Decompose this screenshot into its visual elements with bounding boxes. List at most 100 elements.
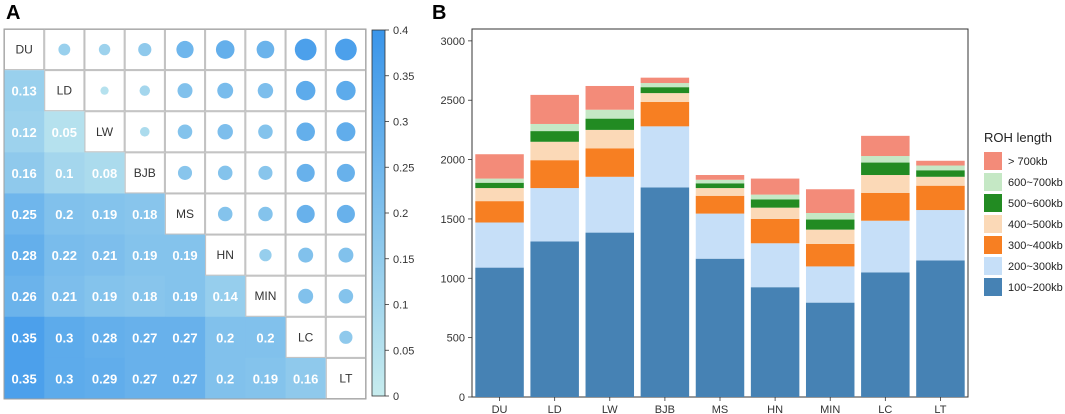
x-tick-label: LC [878,404,892,414]
y-tick-label: 2500 [441,95,465,107]
heatmap-diagonal-cell [245,275,286,317]
bar-segment [916,160,965,166]
bar-segment [475,222,524,268]
heatmap-gridline [164,70,206,112]
heatmap-gridline [285,234,326,276]
correlation-circle [256,40,275,59]
heatmap-cell-value: 0.29 [92,371,117,386]
colorbar-tick-label: 0.2 [393,208,408,220]
bar-segment [475,182,524,189]
legend-swatch [984,173,1002,191]
heatmap-cell-value: 0.27 [172,330,197,345]
bar-segment [750,207,800,219]
bar-segment [695,195,745,214]
bar-segment [861,175,910,193]
heatmap-cell-value: 0.2 [216,371,234,386]
panel-a-label: A [6,2,20,24]
correlation-circle [336,163,355,182]
heatmap-gridline [44,70,85,112]
heatmap-cell-value: 0.18 [132,289,157,304]
colorbar-tick-label: 0.15 [393,254,414,266]
colorbar-tick-label: 0.4 [393,25,408,37]
heatmap-cell-value: 0.19 [172,289,197,304]
heatmap-diagonal-label: DU [15,43,32,57]
heatmap-gridline [205,234,246,276]
correlation-circle [176,40,194,59]
heatmap-cell-value: 0.22 [52,248,77,263]
heatmap-diagonal-label: MIN [254,289,276,303]
heatmap-cell [4,234,45,277]
y-tick-label: 500 [447,333,465,345]
bar-segment [916,170,965,177]
heatmap-cell-value: 0.19 [92,289,117,304]
x-tick-label: LD [548,404,562,414]
legend-swatch [984,215,1002,233]
bar-segment [695,213,745,259]
x-tick-label: DU [492,404,508,414]
heatmap-gridline [164,152,206,194]
heatmap-gridline [245,70,286,112]
legend-title: ROH length [984,130,1052,145]
heatmap-diagonal-label: LC [298,330,314,344]
colorbar-tick-label: 0.1 [393,300,408,312]
bar-segment [530,160,579,189]
heatmap-gridline [285,111,326,153]
heatmap-cell-value: 0.12 [11,125,36,140]
heatmap-gridline [124,111,165,153]
heatmap-cell-value: 0.28 [92,330,117,345]
heatmap-cell [124,193,166,236]
stacked-bar-chart: 0 500 1000 1500 2000 2500 3000 DU LD LW BJB MS HN MIN… [441,28,1063,414]
colorbar-tick-label: 0.3 [393,117,408,129]
heatmap-cell [84,275,126,318]
heatmap-gridline [205,111,246,153]
bar-segment [475,188,524,202]
x-tick-label: LT [934,404,946,414]
bar-segment [530,188,579,242]
bar-segment [861,156,910,163]
bar-segment [805,189,855,213]
bar-segment [916,185,965,211]
heatmap-cell [44,111,85,153]
colorbar-tick-label: 0.05 [393,345,414,357]
heatmap-gridline [205,193,246,235]
bar-segment [695,179,745,184]
bar-segment [861,135,910,157]
legend-label: > 700kb [1008,156,1047,168]
heatmap-gridline [164,111,206,153]
colorbar-tick-label: 0.35 [393,71,414,83]
heatmap-cell-value: 0.19 [253,371,278,386]
bar-segment [475,201,524,223]
heatmap-diagonal-label: LT [339,371,353,385]
heatmap-cell [84,152,126,194]
heatmap-border [3,28,367,400]
heatmap-cell-value: 0.19 [172,248,197,263]
x-tick-label: LW [602,404,618,414]
bar-segment [916,165,965,171]
heatmap-gridline [124,70,165,112]
correlation-circle [177,165,193,180]
heatmap-cell [4,357,45,400]
legend-label: 500~600kb [1008,198,1063,210]
bar-segment [916,210,965,261]
heatmap-cell [245,357,287,400]
bar-segment [861,272,910,397]
heatmap-cell [84,357,126,400]
correlation-circle [338,288,354,304]
heatmap-gridline [245,111,286,153]
x-tick-label: BJB [655,404,675,414]
heatmap-gridline [285,316,326,358]
bar-segment [640,83,690,88]
heatmap-cell [4,152,45,194]
bar-segment [750,199,800,208]
heatmap-diagonal-cell [4,29,45,71]
colorbar-tick-label: 0 [393,391,399,403]
correlation-circle [217,165,233,181]
heatmap-cell [84,193,126,236]
bar-segment [640,87,690,94]
bar-segment [585,129,635,149]
bar-segment [750,287,800,397]
correlation-circle [294,38,317,61]
bar-segment [585,232,635,397]
legend-label: 600~700kb [1008,177,1063,189]
heatmap-cell-value: 0.08 [92,166,117,181]
